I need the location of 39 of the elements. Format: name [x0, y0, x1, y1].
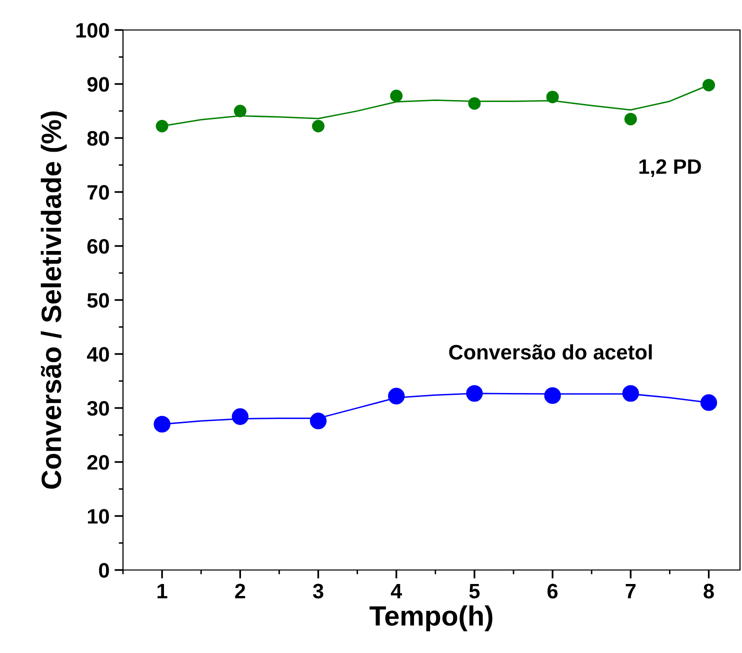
y-tick-label: 0 [99, 563, 109, 578]
x-tick-label: 4 [390, 584, 402, 598]
x-axis-title: Tempo(h) [370, 605, 492, 632]
x-tick-label: 8 [704, 584, 714, 598]
point [624, 112, 637, 126]
y-tick-label: 20 [87, 455, 109, 470]
point [700, 394, 718, 411]
point [702, 78, 716, 92]
point [154, 416, 170, 433]
y-tick-label: 90 [87, 77, 109, 92]
y-tick-label: 10 [88, 509, 109, 524]
point [544, 387, 561, 404]
x-tick-label: 3 [312, 584, 324, 599]
point [546, 90, 559, 104]
y-tick-label: 60 [87, 239, 109, 254]
point [390, 90, 403, 102]
series-label: 1,2 PD [639, 159, 701, 178]
y-tick-label: 70 [88, 185, 109, 200]
point [468, 97, 481, 110]
x-tick-label: 1 [158, 584, 168, 598]
y-tick-label: 40 [86, 347, 109, 362]
point [234, 104, 246, 118]
y-tick-label: 100 [76, 23, 109, 38]
y-axis-title: Conversão / Seletividade (%) [40, 111, 67, 489]
x-tick-label: 7 [626, 584, 636, 598]
point [622, 385, 639, 402]
y-tick-label: 50 [87, 293, 109, 308]
x-tick-label: 5 [469, 584, 480, 598]
y-tick-label: 30 [87, 401, 109, 416]
point [388, 388, 405, 404]
point [310, 412, 327, 430]
point [156, 120, 168, 132]
series-label: Conversão do acetol [449, 344, 652, 360]
x-tick-label: 6 [548, 584, 558, 598]
x-tick-label: 2 [235, 584, 246, 598]
point [232, 408, 248, 425]
y-tick-label: 80 [87, 131, 109, 146]
point [312, 120, 325, 132]
point [466, 385, 483, 402]
